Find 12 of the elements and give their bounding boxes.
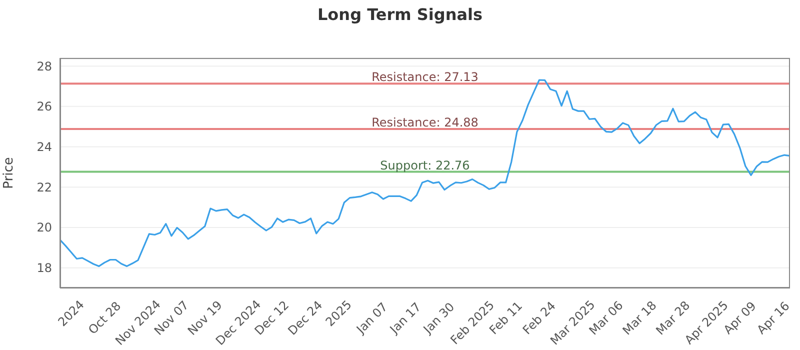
y-tick-label: 28 — [36, 59, 52, 74]
y-tick-label: 20 — [36, 220, 52, 235]
chart-title: Long Term Signals — [316, 5, 484, 24]
ref-line-label: Resistance: 27.13 — [372, 70, 478, 84]
y-tick-label: 24 — [36, 140, 52, 154]
x-tick-label: Apr 16 — [754, 298, 792, 338]
y-tick-label: 26 — [36, 100, 52, 114]
ref-line-label: Support: 22.76 — [380, 158, 470, 172]
y-tick-label: 22 — [36, 180, 52, 194]
y-tick-label: 18 — [36, 261, 52, 276]
y-axis-title: Price — [2, 157, 17, 189]
ref-line-label: Resistance: 24.88 — [372, 116, 478, 130]
